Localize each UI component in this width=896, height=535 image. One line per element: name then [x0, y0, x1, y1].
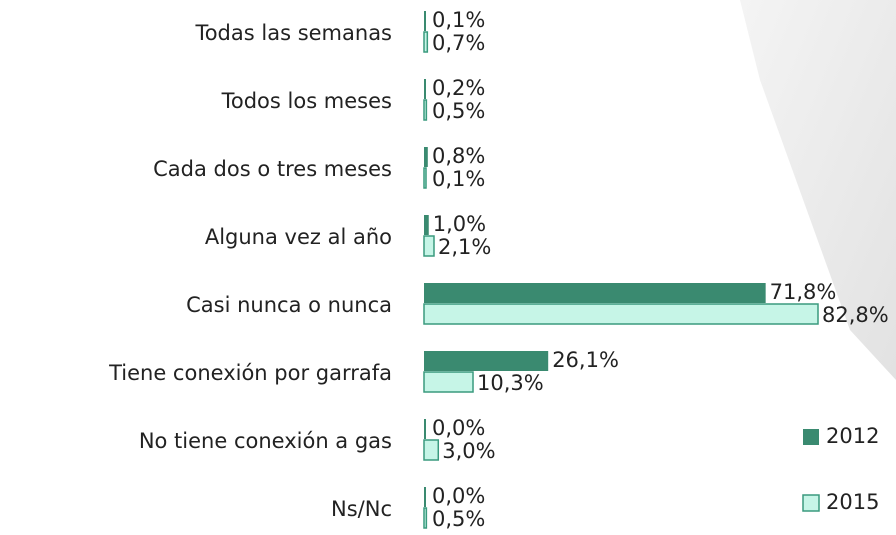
bar: [424, 419, 426, 439]
value-label: 0,5%: [432, 99, 485, 123]
value-label: 0,2%: [432, 76, 485, 100]
bar: [424, 79, 426, 99]
category-label: Todos los meses: [221, 89, 392, 113]
bar: [423, 439, 440, 461]
category-label: Casi nunca o nunca: [186, 293, 392, 317]
bar: [424, 487, 426, 507]
value-label: 3,0%: [442, 439, 495, 463]
background-shape: [740, 0, 896, 380]
bar: [424, 147, 428, 167]
bar: [424, 11, 426, 31]
value-label: 0,0%: [432, 416, 485, 440]
value-label: 82,8%: [822, 303, 889, 327]
bar: [423, 99, 428, 121]
bar: [423, 167, 427, 189]
bar: [424, 351, 549, 371]
bar: [424, 283, 766, 303]
category-label: Ns/Nc: [331, 497, 392, 521]
value-label: 0,8%: [432, 144, 485, 168]
legend-swatch: [802, 494, 820, 512]
bar: [423, 371, 474, 393]
bar: [423, 31, 429, 53]
category-label: Cada dos o tres meses: [153, 157, 392, 181]
category-label: Tiene conexión por garrafa: [108, 361, 392, 385]
legend-label: 2015: [826, 490, 879, 514]
bar: [423, 235, 435, 257]
value-label: 0,1%: [432, 167, 485, 191]
category-label: Todas las semanas: [194, 21, 392, 45]
category-label: No tiene conexión a gas: [139, 429, 392, 453]
legend-label: 2012: [826, 424, 879, 448]
bar: [424, 215, 429, 235]
value-label: 71,8%: [770, 280, 837, 304]
bar: [423, 507, 428, 529]
value-label: 10,3%: [477, 371, 544, 395]
category-label: Alguna vez al año: [205, 225, 392, 249]
value-label: 2,1%: [438, 235, 491, 259]
value-label: 0,1%: [432, 8, 485, 32]
bar: [423, 303, 819, 325]
legend-swatch: [803, 429, 819, 445]
value-label: 0,0%: [432, 484, 485, 508]
value-label: 1,0%: [433, 212, 486, 236]
value-label: 0,7%: [432, 31, 485, 55]
value-label: 26,1%: [552, 348, 619, 372]
value-label: 0,5%: [432, 507, 485, 531]
